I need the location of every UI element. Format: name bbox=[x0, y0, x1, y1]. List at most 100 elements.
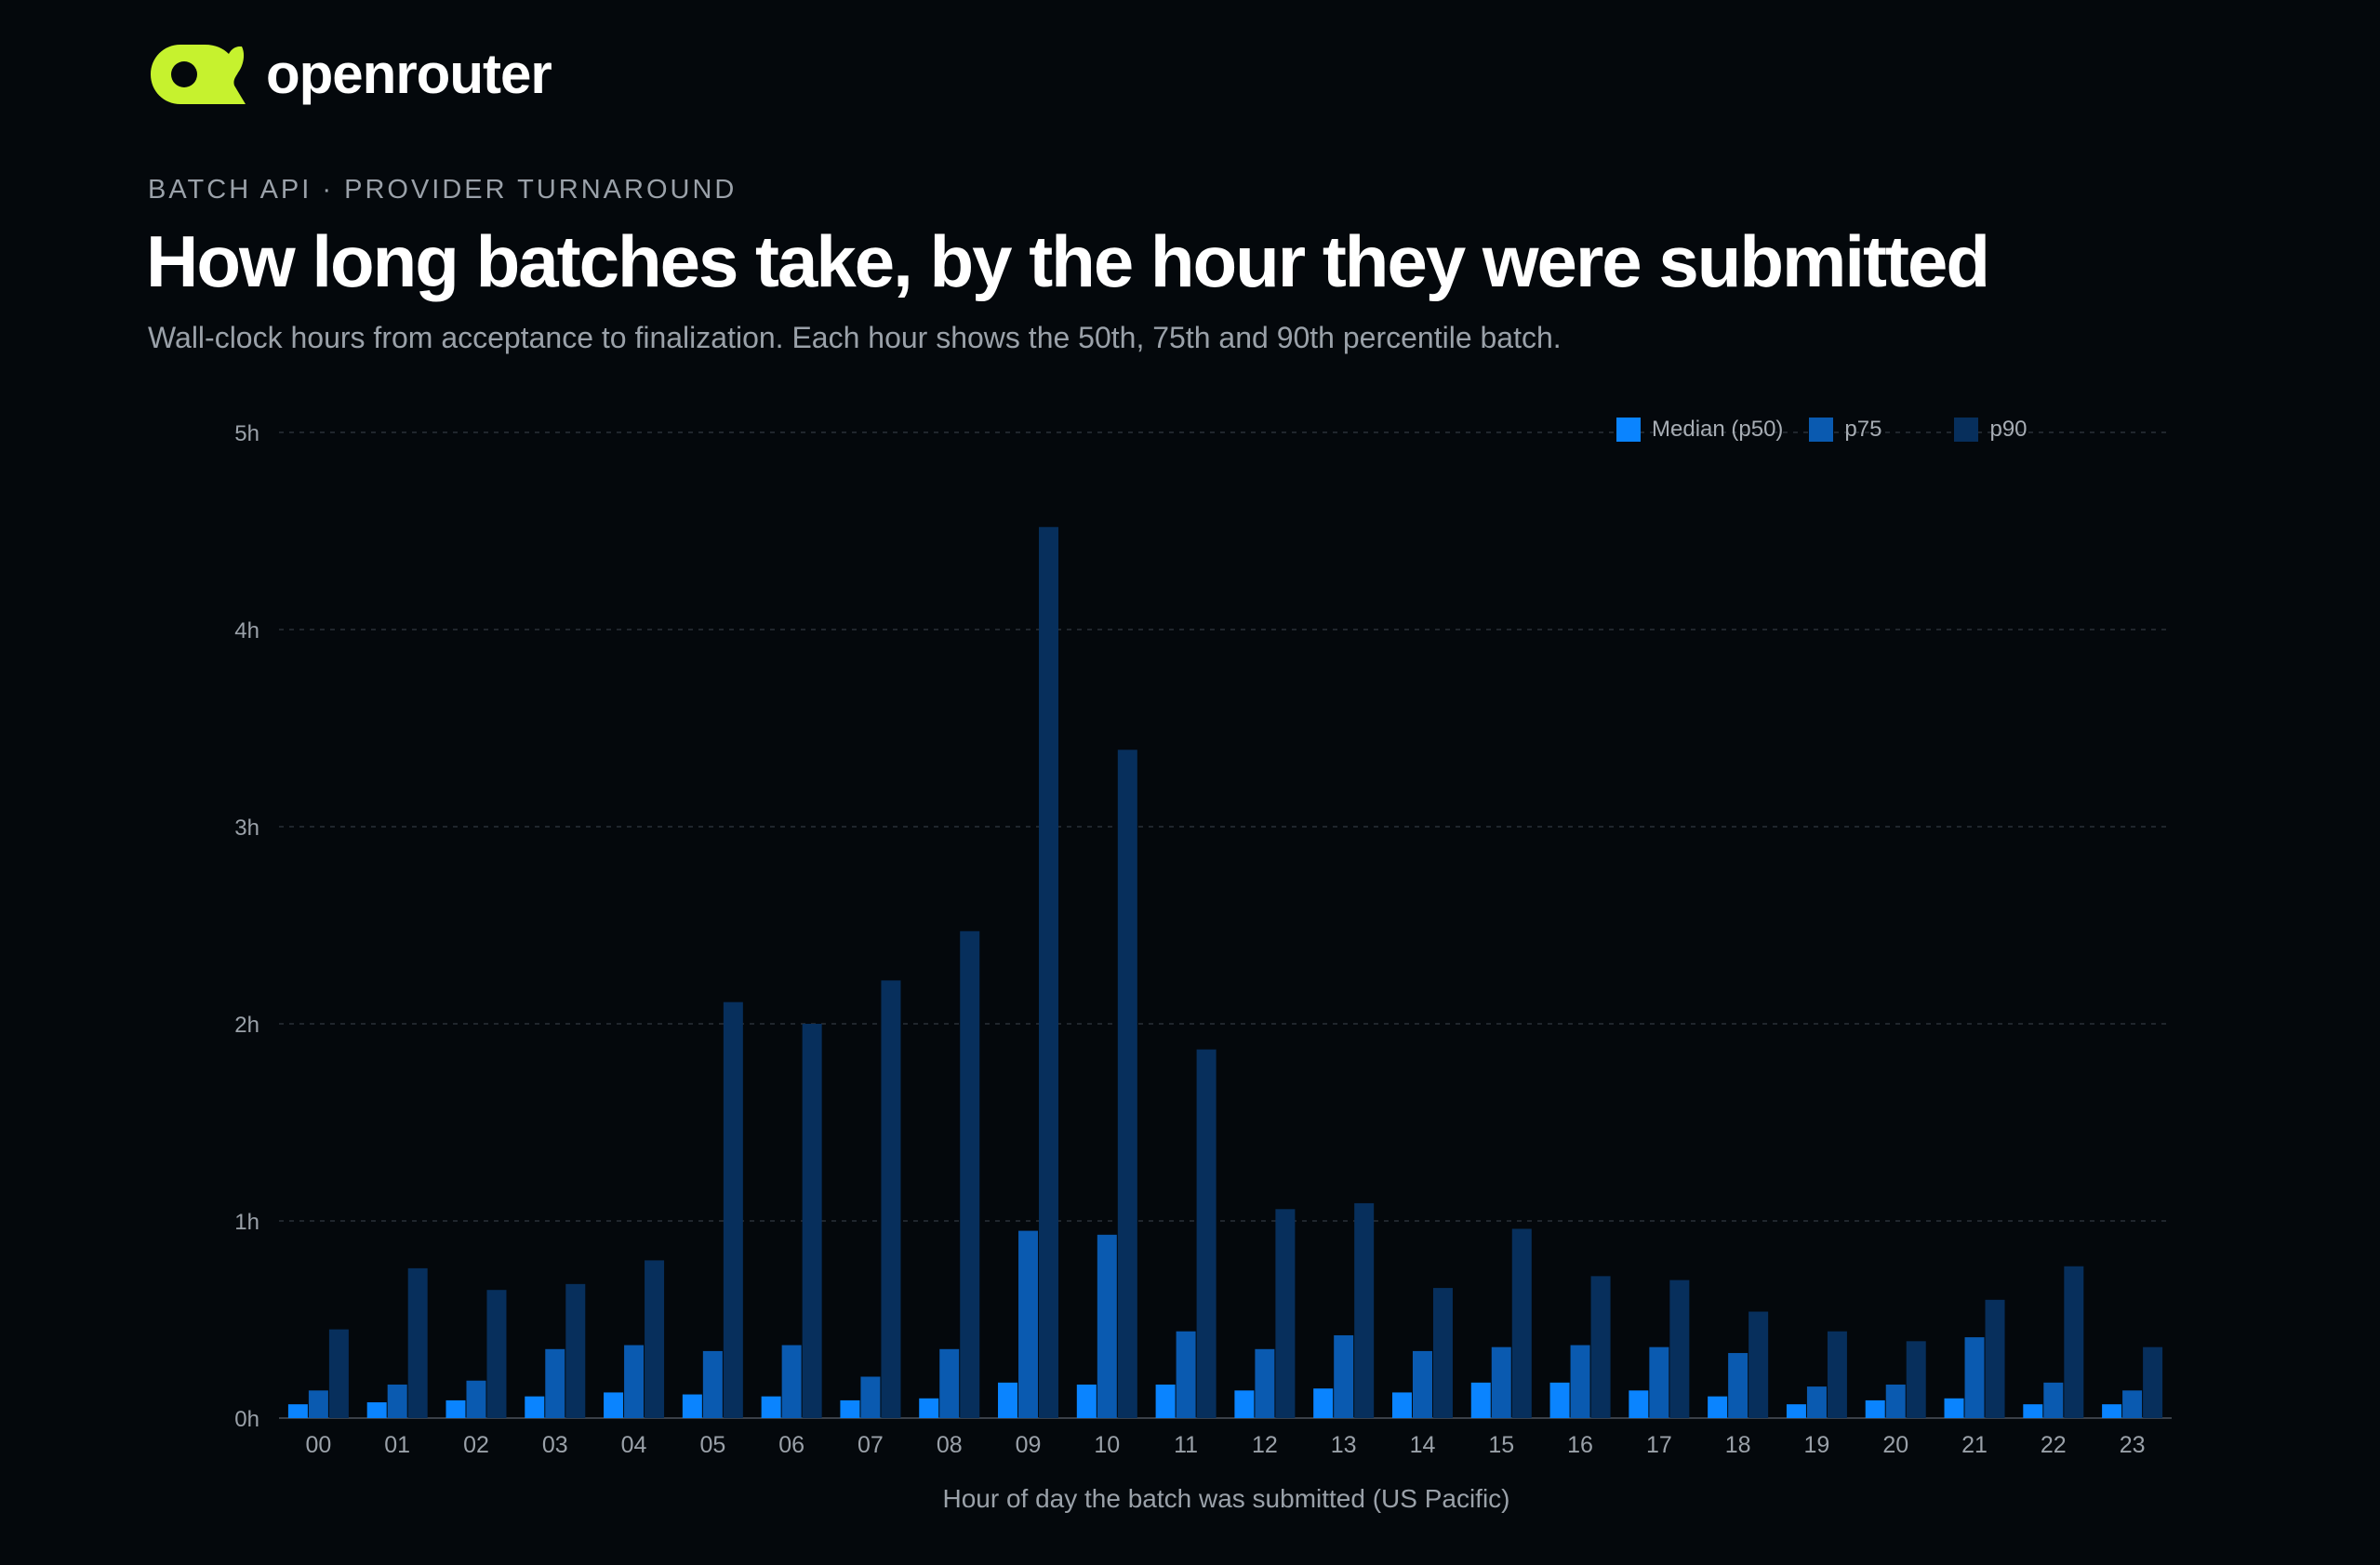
bar-p75-07 bbox=[860, 1376, 881, 1418]
page-title: How long batches take, by the hour they … bbox=[146, 220, 1990, 302]
bar-p90-09 bbox=[1039, 526, 1059, 1418]
legend-item-p50: Median (p50) bbox=[1616, 417, 1783, 443]
x-tick-label: 23 bbox=[2120, 1432, 2146, 1458]
brand-name: openrouter bbox=[266, 43, 552, 105]
bar-p75-09 bbox=[1018, 1230, 1039, 1418]
bar-p50-13 bbox=[1313, 1388, 1334, 1418]
x-tick-label: 08 bbox=[937, 1432, 963, 1458]
x-tick-label: 10 bbox=[1094, 1432, 1120, 1458]
openrouter-logo-icon bbox=[151, 45, 246, 104]
bar-p50-14 bbox=[1391, 1392, 1412, 1418]
bar-p75-04 bbox=[624, 1345, 645, 1418]
bar-p50-02 bbox=[445, 1399, 466, 1418]
legend-item-p90: p90 bbox=[1954, 417, 2028, 443]
x-tick-label: 02 bbox=[463, 1432, 489, 1458]
bar-p90-16 bbox=[1590, 1276, 1611, 1418]
bar-p75-12 bbox=[1255, 1348, 1275, 1418]
bar-p50-09 bbox=[998, 1382, 1018, 1418]
bar-p50-04 bbox=[604, 1392, 624, 1418]
page-subtitle: Wall-clock hours from acceptance to fina… bbox=[148, 321, 1562, 354]
bar-p50-11 bbox=[1155, 1384, 1176, 1418]
x-tick-label: 07 bbox=[858, 1432, 884, 1458]
brand: openrouter bbox=[149, 41, 552, 108]
bar-p75-16 bbox=[1570, 1345, 1590, 1418]
legend: Median (p50) p75 p90 bbox=[1616, 417, 2028, 443]
bar-p50-20 bbox=[1865, 1399, 1885, 1418]
x-tick-label: 00 bbox=[305, 1432, 331, 1458]
bar-p90-12 bbox=[1275, 1209, 1296, 1418]
bar-p90-02 bbox=[486, 1290, 507, 1418]
x-tick-label: 06 bbox=[778, 1432, 804, 1458]
bar-p50-05 bbox=[682, 1394, 702, 1418]
bar-p90-06 bbox=[802, 1024, 822, 1418]
x-tick-label: 14 bbox=[1410, 1432, 1436, 1458]
bar-p90-19 bbox=[1827, 1331, 1847, 1418]
bar-p90-07 bbox=[881, 980, 901, 1418]
x-tick-label: 09 bbox=[1016, 1432, 1042, 1458]
bar-p75-02 bbox=[466, 1380, 486, 1418]
bar-p50-22 bbox=[2023, 1404, 2043, 1418]
x-tick-label: 11 bbox=[1174, 1432, 1198, 1458]
bar-p75-17 bbox=[1649, 1346, 1669, 1418]
x-tick-label: 17 bbox=[1646, 1432, 1672, 1458]
bar-p50-19 bbox=[1786, 1404, 1806, 1418]
bar-p75-20 bbox=[1885, 1384, 1906, 1418]
bar-p90-03 bbox=[565, 1283, 586, 1418]
bar-p75-08 bbox=[939, 1348, 960, 1418]
x-tick-label: 03 bbox=[542, 1432, 568, 1458]
bar-p75-21 bbox=[1964, 1337, 1985, 1418]
legend-item-p75: p75 bbox=[1809, 417, 1881, 443]
legend-swatch-p50 bbox=[1616, 418, 1641, 442]
bar-p50-07 bbox=[840, 1399, 860, 1418]
bar-p75-19 bbox=[1806, 1386, 1827, 1418]
x-tick-label: 19 bbox=[1804, 1432, 1830, 1458]
bar-p50-15 bbox=[1470, 1382, 1491, 1418]
x-tick-label: 01 bbox=[384, 1432, 410, 1458]
bar-p90-15 bbox=[1511, 1228, 1532, 1418]
bar-p90-18 bbox=[1748, 1311, 1769, 1418]
bar-p50-12 bbox=[1234, 1390, 1255, 1418]
bar-p75-10 bbox=[1097, 1234, 1117, 1418]
bar-p90-17 bbox=[1669, 1280, 1690, 1418]
legend-label-p50: Median (p50) bbox=[1652, 417, 1784, 442]
bar-p75-01 bbox=[387, 1384, 407, 1418]
bar-p90-14 bbox=[1432, 1288, 1453, 1418]
x-tick-label: 21 bbox=[1961, 1432, 1988, 1458]
bar-p50-06 bbox=[761, 1396, 781, 1418]
y-tick-label: 1h bbox=[234, 1210, 259, 1235]
legend-swatch-p90 bbox=[1954, 418, 1979, 442]
x-tick-label: 15 bbox=[1488, 1432, 1514, 1458]
x-tick-label: 22 bbox=[2041, 1432, 2067, 1458]
bar-p50-01 bbox=[366, 1402, 387, 1418]
y-tick-label: 4h bbox=[234, 618, 259, 643]
bar-p75-18 bbox=[1728, 1353, 1748, 1418]
x-tick-label: 12 bbox=[1252, 1432, 1278, 1458]
bar-p75-06 bbox=[781, 1345, 802, 1418]
legend-label-p75: p75 bbox=[1844, 417, 1882, 442]
x-tick-label: 20 bbox=[1882, 1432, 1908, 1458]
bar-p90-11 bbox=[1196, 1049, 1217, 1418]
y-tick-label: 0h bbox=[234, 1407, 259, 1432]
bar-p75-23 bbox=[2122, 1390, 2143, 1418]
x-tick-label: 05 bbox=[699, 1432, 725, 1458]
bar-p50-08 bbox=[919, 1398, 939, 1418]
bar-p90-22 bbox=[2064, 1266, 2084, 1418]
bar-p90-21 bbox=[1985, 1299, 2005, 1418]
bar-p75-03 bbox=[545, 1348, 565, 1418]
bar-p75-05 bbox=[702, 1350, 723, 1418]
bar-p50-10 bbox=[1076, 1384, 1097, 1418]
bar-p50-16 bbox=[1549, 1382, 1570, 1418]
bar-p75-00 bbox=[308, 1390, 328, 1418]
bar-p75-13 bbox=[1334, 1334, 1354, 1418]
legend-swatch-p75 bbox=[1809, 418, 1834, 442]
bar-p90-05 bbox=[723, 1001, 743, 1418]
bar-p75-22 bbox=[2043, 1382, 2064, 1418]
y-tick-label: 2h bbox=[234, 1013, 259, 1038]
bar-p50-03 bbox=[525, 1396, 545, 1418]
bar-p50-17 bbox=[1629, 1390, 1649, 1418]
bar-p90-23 bbox=[2143, 1346, 2163, 1418]
x-tick-label: 13 bbox=[1331, 1432, 1357, 1458]
bar-p90-13 bbox=[1354, 1202, 1375, 1418]
bar-p90-04 bbox=[645, 1260, 665, 1418]
